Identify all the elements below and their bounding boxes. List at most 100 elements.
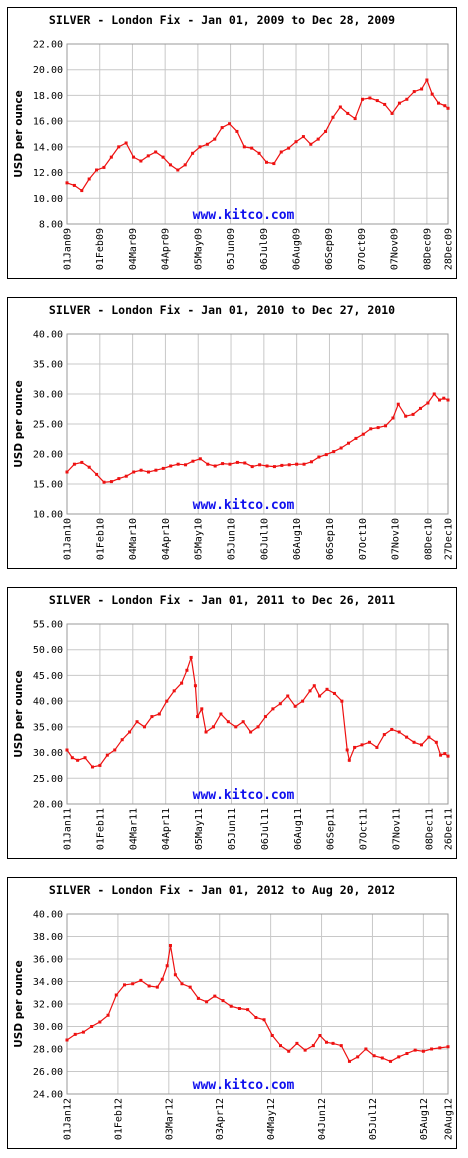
x-tick-label: 04Jun12: [317, 1098, 328, 1140]
price-point: [331, 1041, 335, 1045]
price-point: [347, 1059, 351, 1063]
price-point: [135, 720, 139, 724]
price-point: [80, 460, 84, 464]
chart-panel: SILVER - London Fix - Jan 01, 2010 to De…: [7, 297, 457, 569]
price-point: [132, 470, 136, 474]
price-point: [375, 99, 379, 103]
price-point: [425, 78, 429, 82]
price-point: [367, 740, 371, 744]
price-point: [286, 694, 290, 698]
price-point: [372, 1054, 376, 1058]
x-tick-label: 01Jan09: [63, 228, 74, 270]
price-point: [294, 140, 298, 144]
price-point: [390, 111, 394, 115]
price-point: [98, 763, 102, 767]
price-point: [347, 758, 351, 762]
price-point: [226, 720, 230, 724]
price-point: [105, 753, 109, 757]
price-point: [70, 756, 74, 760]
price-point: [356, 1055, 360, 1059]
price-point: [250, 465, 254, 469]
x-tick-label: 04Mar09: [128, 228, 139, 270]
price-point: [263, 715, 267, 719]
price-point: [293, 704, 297, 708]
price-point: [412, 740, 416, 744]
price-point: [301, 135, 305, 139]
panel-frame: [7, 7, 457, 279]
price-point: [95, 168, 99, 172]
x-tick-label: 08Dec09: [422, 228, 433, 270]
price-point: [90, 1025, 94, 1028]
price-point: [312, 684, 316, 688]
price-point: [397, 730, 401, 734]
price-point: [361, 97, 365, 101]
price-point: [131, 982, 135, 986]
price-point: [258, 463, 262, 467]
x-tick-label: 07Nov10: [391, 518, 402, 560]
chart-panel: SILVER - London Fix - Jan 01, 2012 to Au…: [7, 877, 457, 1149]
price-point: [368, 96, 372, 100]
plot-frame: [66, 913, 449, 1095]
price-point: [83, 756, 87, 760]
y-tick-label: 16.00: [33, 117, 63, 128]
price-point: [124, 141, 128, 145]
x-tick-label: 05Jun10: [227, 518, 238, 560]
price-point: [443, 752, 447, 756]
price-point: [338, 105, 342, 109]
price-point: [250, 146, 254, 150]
price-point: [120, 738, 124, 742]
price-point: [279, 150, 283, 154]
watermark: www.kitco.com: [193, 208, 295, 223]
price-point: [189, 655, 193, 659]
x-tick-label: 20Aug12: [444, 1098, 455, 1140]
price-point: [397, 1055, 401, 1059]
y-tick-label: 40.00: [33, 910, 63, 921]
price-point: [332, 691, 336, 695]
price-point: [188, 985, 192, 989]
price-line: [66, 78, 449, 192]
price-point: [316, 137, 320, 141]
y-tick-label: 40.00: [33, 697, 63, 708]
price-point: [168, 163, 172, 167]
price-point: [446, 1045, 450, 1049]
price-point: [397, 101, 401, 105]
price-point: [65, 748, 69, 752]
x-tick-label: 04Mar10: [128, 518, 139, 560]
y-tick-label: 20.00: [33, 65, 63, 76]
y-tick-label: 18.00: [33, 91, 63, 102]
price-point: [405, 735, 409, 739]
y-tick-label: 45.00: [33, 671, 63, 682]
price-point: [278, 702, 282, 706]
price-point: [76, 758, 80, 762]
price-point: [165, 699, 169, 703]
price-point: [196, 996, 200, 1000]
price-point: [270, 1034, 274, 1037]
x-tick-label: 03Mar12: [164, 1098, 175, 1140]
price-point: [90, 765, 94, 769]
price-point: [396, 402, 400, 406]
price-point: [180, 982, 184, 986]
y-axis-label: USD per ounce: [13, 380, 25, 467]
x-tick-label: 07Oct09: [357, 228, 368, 270]
price-point: [369, 427, 373, 431]
price-point: [109, 480, 113, 484]
y-tick-label: 38.00: [33, 932, 63, 943]
price-point: [72, 183, 76, 187]
price-point: [98, 1020, 102, 1024]
price-point: [213, 137, 217, 141]
price-point: [213, 464, 217, 468]
y-tick-label: 35.00: [33, 722, 63, 733]
y-tick-label: 15.00: [33, 480, 63, 491]
price-point: [198, 145, 202, 149]
price-point: [65, 470, 69, 474]
chart-title: SILVER - London Fix - Jan 01, 2011 to De…: [49, 593, 395, 607]
price-point: [419, 743, 423, 747]
price-point: [160, 977, 164, 981]
price-point: [173, 973, 177, 977]
price-point: [405, 97, 409, 101]
price-point: [325, 687, 329, 691]
y-tick-label: 20.00: [33, 450, 63, 461]
price-point: [413, 1048, 417, 1052]
price-point: [122, 983, 126, 987]
price-point: [131, 155, 135, 159]
